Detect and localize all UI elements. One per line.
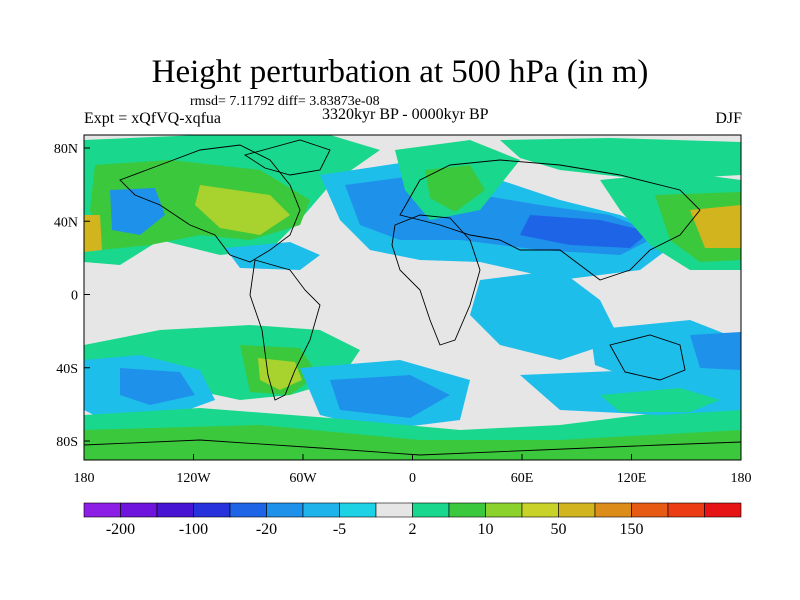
lat-tick-label: 40N [54,215,78,230]
colorbar-label: -5 [333,521,346,538]
colorbar-swatch [485,502,523,518]
lon-tick-label: 180 [731,471,752,486]
colorbar-label: -20 [256,521,277,538]
colorbar-label: 150 [620,521,644,538]
colorbar-swatch [339,502,377,518]
lon-tick-label: 60E [511,471,534,486]
map-title: Height perturbation at 500 hPa (in m) [151,54,649,90]
colorbar-label: 10 [478,521,494,538]
anomaly-southern-ocean-core [84,425,741,460]
colorbar-swatch [594,502,632,518]
lat-tick-label: 0 [71,289,78,304]
longitude-axis: 180 120W 60W 0 60E 120E 180 [74,454,752,486]
colorbar-swatch [229,502,267,518]
lon-tick-label: 180 [74,471,95,486]
colorbar-swatch [120,502,158,518]
anomaly-atlantic-subtropic-negative [225,242,320,270]
lon-tick-label: 120W [176,471,211,486]
colorbar-swatch [193,502,231,518]
season-label: DJF [715,110,742,127]
latitude-axis: 80N 40N 0 40S 80S [54,142,90,450]
period-label: 3320kyr BP - 0000kyr BP [322,106,489,123]
field-layer [84,135,741,460]
colorbar-swatch [667,502,705,518]
anomaly-scandinavia-positive [425,165,485,212]
lon-tick-label: 120E [617,471,647,486]
anomaly-south-pacific-core [120,368,195,405]
colorbar-swatch [266,502,304,518]
colorbar-swatch [521,502,559,518]
colorbar-swatch [558,502,596,518]
anomaly-arctic-positive [500,138,741,180]
colorbar-label: -200 [106,521,135,538]
lat-tick-label: 40S [56,362,78,377]
anomaly-southwest-pacific-negative [690,332,741,370]
colorbar-label: 50 [551,521,567,538]
colorbar: -200 -100 -20 -5 2 10 50 150 [83,502,742,538]
lon-tick-label: 0 [409,471,416,486]
colorbar-swatch [448,502,486,518]
colorbar-swatch [704,502,742,518]
colorbar-swatch [375,502,413,518]
colorbar-swatch [156,502,194,518]
colorbar-swatch [302,502,340,518]
anomaly-asia-core-negative [520,215,650,248]
lon-tick-label: 60W [289,471,317,486]
anomaly-north-america-core [195,185,290,235]
colorbar-swatch [83,502,121,518]
lat-tick-label: 80S [56,435,78,450]
anomaly-east-pacific-negative [110,188,165,235]
colorbar-swatch [631,502,669,518]
anomaly-west-pacific-max [690,205,741,248]
experiment-label: Expt = xQfVQ-xqfua [84,110,221,127]
coastlines [84,139,741,456]
colorbar-label: -100 [179,521,208,538]
anomaly-indian-ocean-negative [470,270,620,360]
colorbar-swatch [412,502,450,518]
colorbar-label: 2 [409,521,417,538]
anomaly-south-atlantic-core [330,375,450,418]
rmsd-stats: rmsd= 7.11792 diff= 3.83873e-08 [190,94,380,109]
anomaly-antarctic-positive [600,388,720,412]
lat-tick-label: 80N [54,142,78,157]
anomaly-patagonia-max [258,358,302,390]
anomaly-dateline-max [84,215,102,252]
